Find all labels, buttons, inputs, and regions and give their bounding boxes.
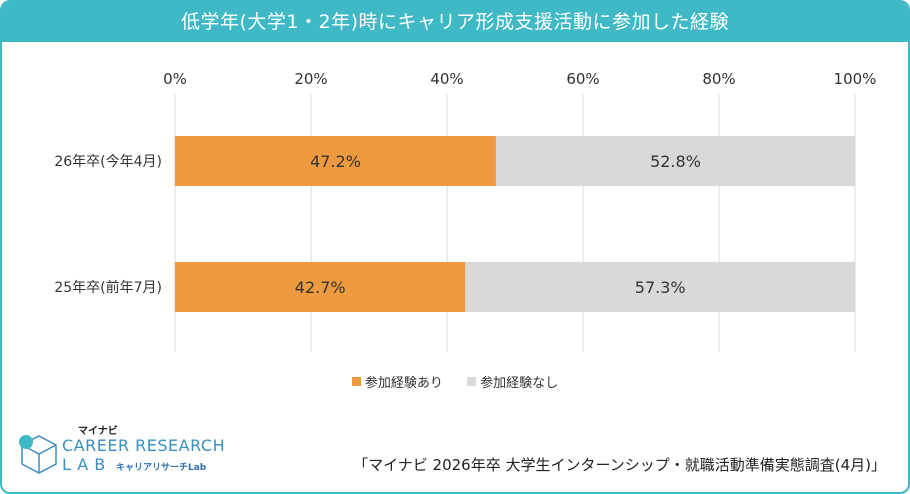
category-label-0: 26年卒(今年4月) xyxy=(54,154,162,170)
logo-cube-icon xyxy=(19,435,57,474)
data-label-1-0: 52.8% xyxy=(650,152,701,171)
x-tick-label-80: 80% xyxy=(702,70,735,88)
legend-label-participated: 参加経験あり xyxy=(364,376,443,391)
x-tick-label-40: 40% xyxy=(430,70,463,88)
chart-title: 低学年(大学1・2年)時にキャリア形成支援活動に参加した経験 xyxy=(2,2,908,42)
legend: 参加経験あり 参加経験なし xyxy=(2,372,908,391)
x-tick-label-60: 60% xyxy=(566,70,599,88)
logo-subtitle: キャリアリサーチLab xyxy=(116,463,207,473)
source-note: 「マイナビ 2026年卒 大学生インターンシップ・就職活動準備実態調査(4月)」 xyxy=(353,456,886,474)
x-tick-label-20: 20% xyxy=(294,70,327,88)
data-label-0-1: 42.7% xyxy=(295,278,346,297)
x-tick-label-0: 0% xyxy=(163,70,187,88)
x-tick-label-100: 100% xyxy=(834,70,877,88)
data-label-1-1: 57.3% xyxy=(635,278,686,297)
legend-item-participated: 参加経験あり xyxy=(351,372,443,391)
logo-name-line2: LAB xyxy=(62,455,112,474)
legend-swatch-not-participated xyxy=(467,377,477,386)
bar-1-1 xyxy=(465,262,855,312)
bar-0-0 xyxy=(175,136,496,186)
bar-1-0 xyxy=(495,136,855,186)
category-label-1: 25年卒(前年7月) xyxy=(54,279,162,296)
legend-item-not-participated: 参加経験なし xyxy=(467,372,558,391)
bar-0-1 xyxy=(175,262,466,312)
data-label-0-0: 47.2% xyxy=(310,152,361,171)
legend-label-not-participated: 参加経験なし xyxy=(480,376,559,391)
career-research-lab-logo: マイナビ CAREER RESEARCH LAB キャリアリサーチLab xyxy=(16,420,246,480)
legend-swatch-participated xyxy=(351,377,361,386)
logo-brand: マイナビ xyxy=(78,426,118,437)
logo-name-line1: CAREER RESEARCH xyxy=(62,436,226,455)
bar-chart: 0% 20% 40% 60% 80% 100% 26年卒(今年4月) 47.2% 52.8% 25… xyxy=(54,70,877,352)
